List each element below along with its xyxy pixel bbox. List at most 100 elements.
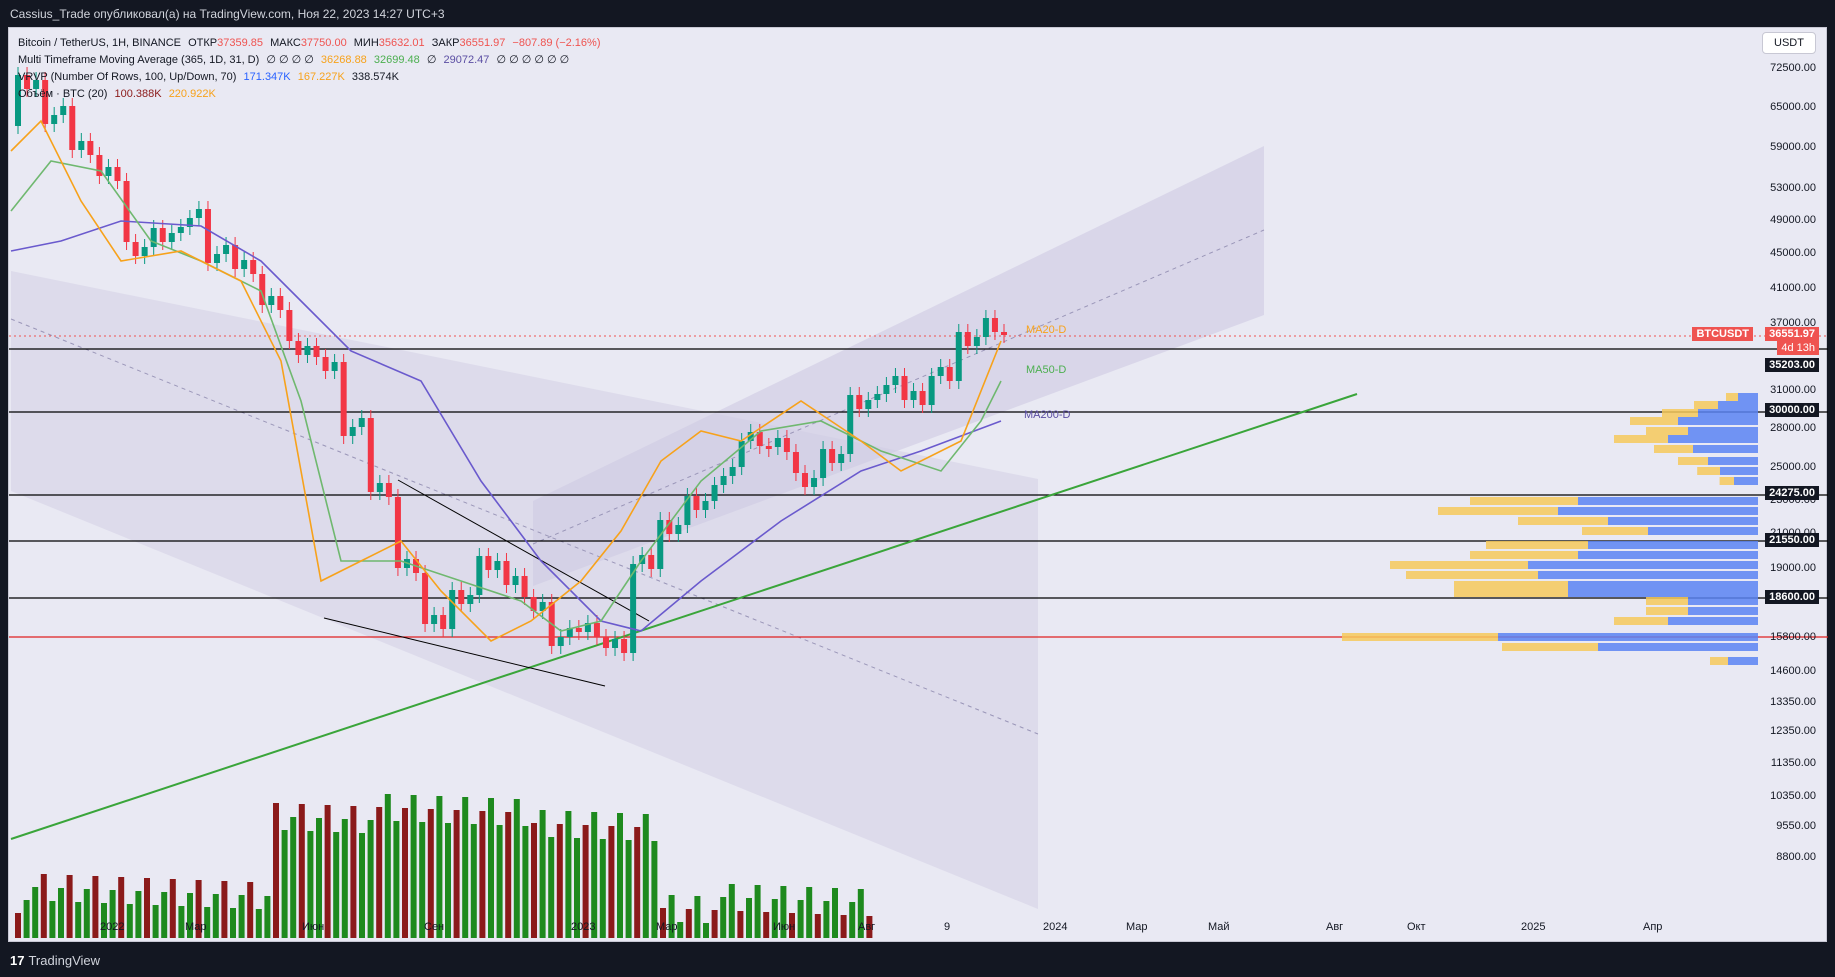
- candle-body: [376, 483, 383, 492]
- candle-body: [820, 449, 827, 478]
- volume-profile-up: [1568, 589, 1758, 597]
- legend-volume-row[interactable]: Объём · BTC (20) 100.388K 220.922K: [18, 86, 605, 103]
- candle-body: [593, 623, 600, 637]
- ma-empty-value: ∅: [426, 54, 437, 66]
- volume-bar: [625, 840, 632, 938]
- candle-body: [829, 449, 836, 463]
- volume-bar: [780, 886, 787, 938]
- volume-profile-up: [1693, 445, 1758, 453]
- candle-body: [530, 597, 537, 611]
- candle-body: [51, 115, 58, 124]
- volume-bar: [470, 824, 477, 938]
- candle-body: [684, 496, 691, 525]
- currency-button[interactable]: USDT: [1762, 32, 1816, 54]
- volume-profile-down: [1406, 571, 1538, 579]
- legend-ma-row[interactable]: Multi Timeframe Moving Average (365, 1D,…: [18, 52, 605, 69]
- volume-profile-up: [1688, 597, 1758, 605]
- time-axis-label: Сен: [424, 921, 445, 933]
- tradingview-logo[interactable]: 17 TradingView: [10, 953, 100, 968]
- volume-bar: [823, 901, 830, 938]
- time-axis-label: Апр: [1643, 921, 1663, 933]
- candle-body: [60, 106, 67, 115]
- price-axis-label: 11350.00: [1770, 757, 1816, 769]
- candle-body: [720, 476, 727, 485]
- chart-canvas[interactable]: [9, 28, 1828, 943]
- candle-body: [928, 376, 935, 405]
- tv-logo-icon: 17: [10, 953, 25, 968]
- candle-body: [87, 141, 94, 155]
- volume-title[interactable]: Объём · BTC (20): [18, 88, 108, 100]
- volume-bar: [642, 814, 649, 938]
- candle-body: [422, 573, 429, 624]
- ma-indicator-title[interactable]: Multi Timeframe Moving Average (365, 1D,…: [18, 54, 260, 66]
- volume-profile-up: [1698, 409, 1758, 417]
- ma20-label: MA20-D: [1026, 324, 1067, 336]
- price-axis-label: 41000.00: [1770, 282, 1816, 294]
- candle-body: [168, 233, 175, 242]
- volume-profile-up: [1668, 617, 1758, 625]
- volume-bar: [58, 888, 64, 938]
- candle-body: [856, 395, 863, 409]
- level-tag-21550: 21550.00: [1765, 533, 1819, 547]
- volume-profile-up: [1718, 401, 1758, 409]
- chart-pane[interactable]: [8, 27, 1828, 943]
- candle-body: [494, 561, 501, 570]
- volume-bar: [651, 841, 658, 938]
- candle-body: [838, 454, 845, 463]
- candle-body: [765, 446, 772, 449]
- volume-bar: [333, 832, 340, 938]
- price-axis-label: 19000.00: [1770, 562, 1816, 574]
- volume-profile-down: [1710, 657, 1728, 665]
- volume-bar: [694, 896, 701, 938]
- volume-profile-down: [1697, 467, 1720, 475]
- candle-body: [367, 418, 374, 492]
- volume-profile-up: [1578, 551, 1758, 559]
- price-axis-label: 45000.00: [1770, 247, 1816, 259]
- candle-body: [141, 247, 148, 256]
- volume-bar: [513, 799, 520, 938]
- candle-body: [114, 167, 121, 181]
- volume-bar: [66, 875, 73, 938]
- volume-bar: [75, 902, 82, 938]
- time-axis-label: Авг: [1326, 921, 1344, 933]
- candle-body: [892, 376, 899, 385]
- volume-profile-up: [1688, 607, 1758, 615]
- candle-body: [973, 337, 980, 346]
- legend-vrvp-row[interactable]: VRVP (Number Of Rows, 100, Up/Down, 70) …: [18, 69, 605, 86]
- volume-profile-down: [1646, 597, 1688, 605]
- candle-body: [69, 106, 76, 150]
- level-tag-24275: 24275.00: [1765, 486, 1819, 500]
- time-axis-label: Окт: [1407, 921, 1426, 933]
- volume-profile-down: [1470, 497, 1578, 505]
- volume-profile-up: [1668, 435, 1758, 443]
- ma-value-2: 32699.48: [373, 54, 420, 66]
- volume-profile-up: [1598, 643, 1758, 651]
- candle-body: [557, 637, 564, 646]
- candle-body: [241, 260, 248, 269]
- volume-bar: [608, 826, 615, 938]
- ma200-line: [10, 220, 1002, 632]
- time-axis-label: 9: [944, 921, 951, 933]
- candle-body: [612, 639, 619, 648]
- candle-body: [847, 395, 854, 454]
- volume-bar: [204, 907, 211, 938]
- volume-profile-down: [1390, 561, 1528, 569]
- channel-midline: [10, 318, 1039, 735]
- time-axis-label: Июн: [302, 921, 325, 933]
- candle-body: [15, 75, 21, 126]
- level-tag-35203: 35203.00: [1765, 358, 1819, 372]
- volume-bar: [445, 823, 451, 938]
- volume-bar: [32, 887, 39, 938]
- legend-symbol[interactable]: Bitcoin / TetherUS, 1H, BINANCE: [18, 37, 182, 49]
- time-axis-label: 2023: [571, 921, 596, 933]
- volume-bar: [685, 909, 692, 938]
- legend-symbol-row[interactable]: Bitcoin / TetherUS, 1H, BINANCE ОТКР3735…: [18, 35, 605, 52]
- volume-bar: [212, 894, 219, 938]
- ma-value-1: 36268.88: [320, 54, 367, 66]
- candle-body: [449, 590, 456, 629]
- volume-bar: [152, 905, 159, 938]
- candle-body: [621, 639, 628, 653]
- volume-bar: [324, 805, 331, 938]
- candle-body: [295, 341, 302, 355]
- vrvp-title[interactable]: VRVP (Number Of Rows, 100, Up/Down, 70): [18, 71, 237, 83]
